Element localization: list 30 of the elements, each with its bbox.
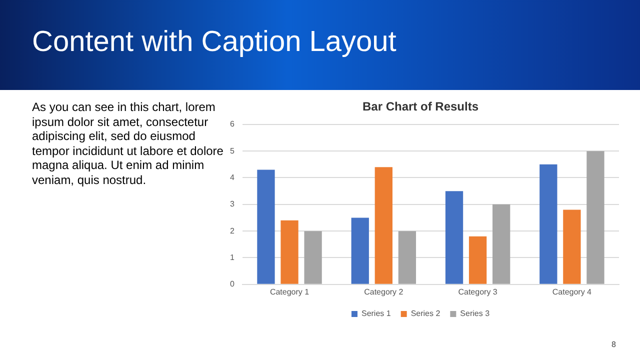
chart-title: Bar Chart of Results bbox=[362, 100, 479, 114]
y-tick-label: 4 bbox=[230, 172, 235, 182]
bar bbox=[398, 231, 416, 284]
text: 8 bbox=[612, 340, 616, 349]
bar bbox=[468, 236, 487, 284]
x-tick-label: Category 3 bbox=[458, 287, 498, 296]
legend-label: Series 1 bbox=[361, 309, 392, 318]
y-tick-label: 3 bbox=[230, 200, 235, 209]
bar bbox=[540, 164, 558, 284]
x-tick-label: Category 1 bbox=[270, 287, 310, 296]
x-tick-label: Category 2 bbox=[364, 287, 404, 296]
y-tick-label: 1 bbox=[230, 252, 235, 262]
legend-label: Series 3 bbox=[460, 309, 490, 318]
y-tick-label: 6 bbox=[230, 120, 235, 129]
bar bbox=[586, 151, 604, 284]
text: As you can see in this chart, lorem ipsum dolor sit amet, consectetur adipiscing elit, sed do eiusmod tempor incididunt ut labore et dolore magna aliqua. Ut enim ad minim veniam, quis nostrud. bbox=[32, 100, 224, 186]
bar bbox=[445, 191, 464, 284]
bar bbox=[351, 218, 369, 284]
bar bbox=[492, 204, 510, 284]
bar bbox=[257, 170, 275, 284]
bar bbox=[304, 231, 322, 284]
y-tick-label: 5 bbox=[230, 146, 235, 156]
bar bbox=[280, 220, 298, 284]
bar bbox=[563, 210, 581, 284]
legend-label: Series 2 bbox=[410, 309, 441, 318]
bar bbox=[374, 167, 392, 284]
x-tick-label: Category 4 bbox=[552, 287, 592, 296]
text: Content with Caption Layout bbox=[32, 26, 396, 59]
y-tick-label: 2 bbox=[230, 226, 235, 236]
y-tick-label: 0 bbox=[230, 280, 235, 289]
